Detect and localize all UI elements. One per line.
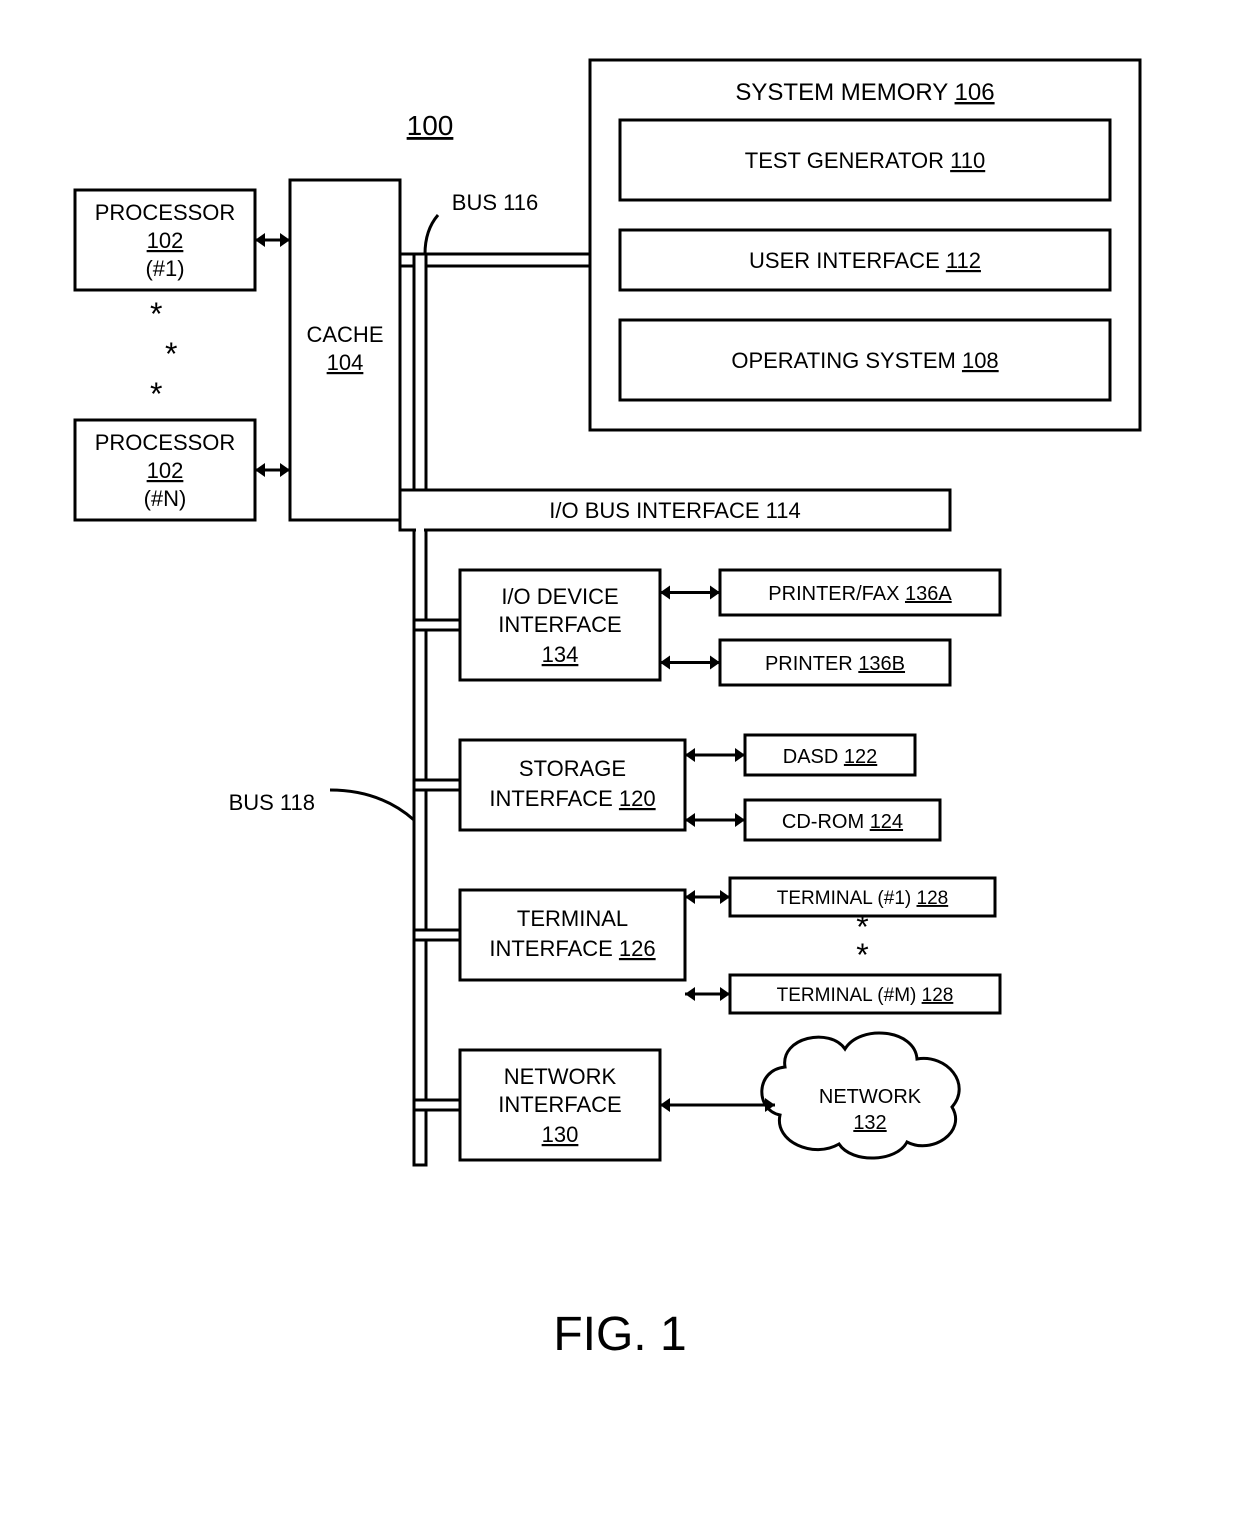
svg-text:130: 130	[542, 1122, 579, 1147]
svg-text:INTERFACE 126: INTERFACE 126	[489, 936, 655, 961]
svg-text:102: 102	[147, 228, 184, 253]
system-block-diagram: BUS 116 PROCESSOR 102 (#1) PROCESSOR 102 (#N) *…	[0, 0, 1240, 1519]
svg-text:*: *	[856, 937, 868, 973]
svg-text:(#1): (#1)	[145, 256, 184, 281]
svg-text:NETWORK: NETWORK	[504, 1064, 617, 1089]
svg-text:TERMINAL: TERMINAL	[517, 906, 628, 931]
svg-text:NETWORK: NETWORK	[819, 1086, 922, 1108]
svg-text:CD-ROM 124: CD-ROM 124	[782, 811, 903, 833]
svg-text:PROCESSOR: PROCESSOR	[95, 430, 236, 455]
svg-text:PRINTER 136B: PRINTER 136B	[765, 653, 905, 675]
svg-text:OPERATING SYSTEM 108: OPERATING SYSTEM 108	[731, 348, 998, 373]
svg-text:FIG. 1: FIG. 1	[553, 1308, 686, 1361]
svg-text:TERMINAL (#1) 128: TERMINAL (#1) 128	[777, 888, 948, 909]
svg-text:104: 104	[327, 350, 364, 375]
svg-text:DASD 122: DASD 122	[783, 746, 878, 768]
svg-text:132: 132	[853, 1112, 886, 1134]
svg-text:PRINTER/FAX 136A: PRINTER/FAX 136A	[768, 583, 952, 605]
svg-text:102: 102	[147, 458, 184, 483]
svg-text:TERMINAL (#M) 128: TERMINAL (#M) 128	[777, 985, 954, 1006]
svg-text:SYSTEM MEMORY 106: SYSTEM MEMORY 106	[735, 79, 994, 106]
svg-text:*: *	[165, 336, 177, 372]
svg-text:TEST GENERATOR 110: TEST GENERATOR 110	[745, 148, 985, 173]
svg-text:CACHE: CACHE	[306, 322, 383, 347]
svg-text:BUS 116: BUS 116	[452, 190, 538, 215]
svg-text:INTERFACE 120: INTERFACE 120	[489, 786, 655, 811]
svg-text:*: *	[150, 296, 162, 332]
svg-text:134: 134	[542, 642, 579, 667]
svg-text:*: *	[150, 376, 162, 412]
svg-text:I/O BUS INTERFACE 114: I/O BUS INTERFACE 114	[549, 498, 800, 523]
svg-text:INTERFACE: INTERFACE	[498, 1092, 621, 1117]
svg-text:(#N): (#N)	[144, 486, 187, 511]
svg-text:INTERFACE: INTERFACE	[498, 612, 621, 637]
svg-text:BUS 118: BUS 118	[229, 790, 315, 815]
svg-text:100: 100	[407, 110, 454, 141]
svg-text:PROCESSOR: PROCESSOR	[95, 200, 236, 225]
svg-text:I/O DEVICE: I/O DEVICE	[501, 584, 618, 609]
svg-text:USER INTERFACE 112: USER INTERFACE 112	[749, 248, 981, 273]
svg-text:STORAGE: STORAGE	[519, 756, 626, 781]
